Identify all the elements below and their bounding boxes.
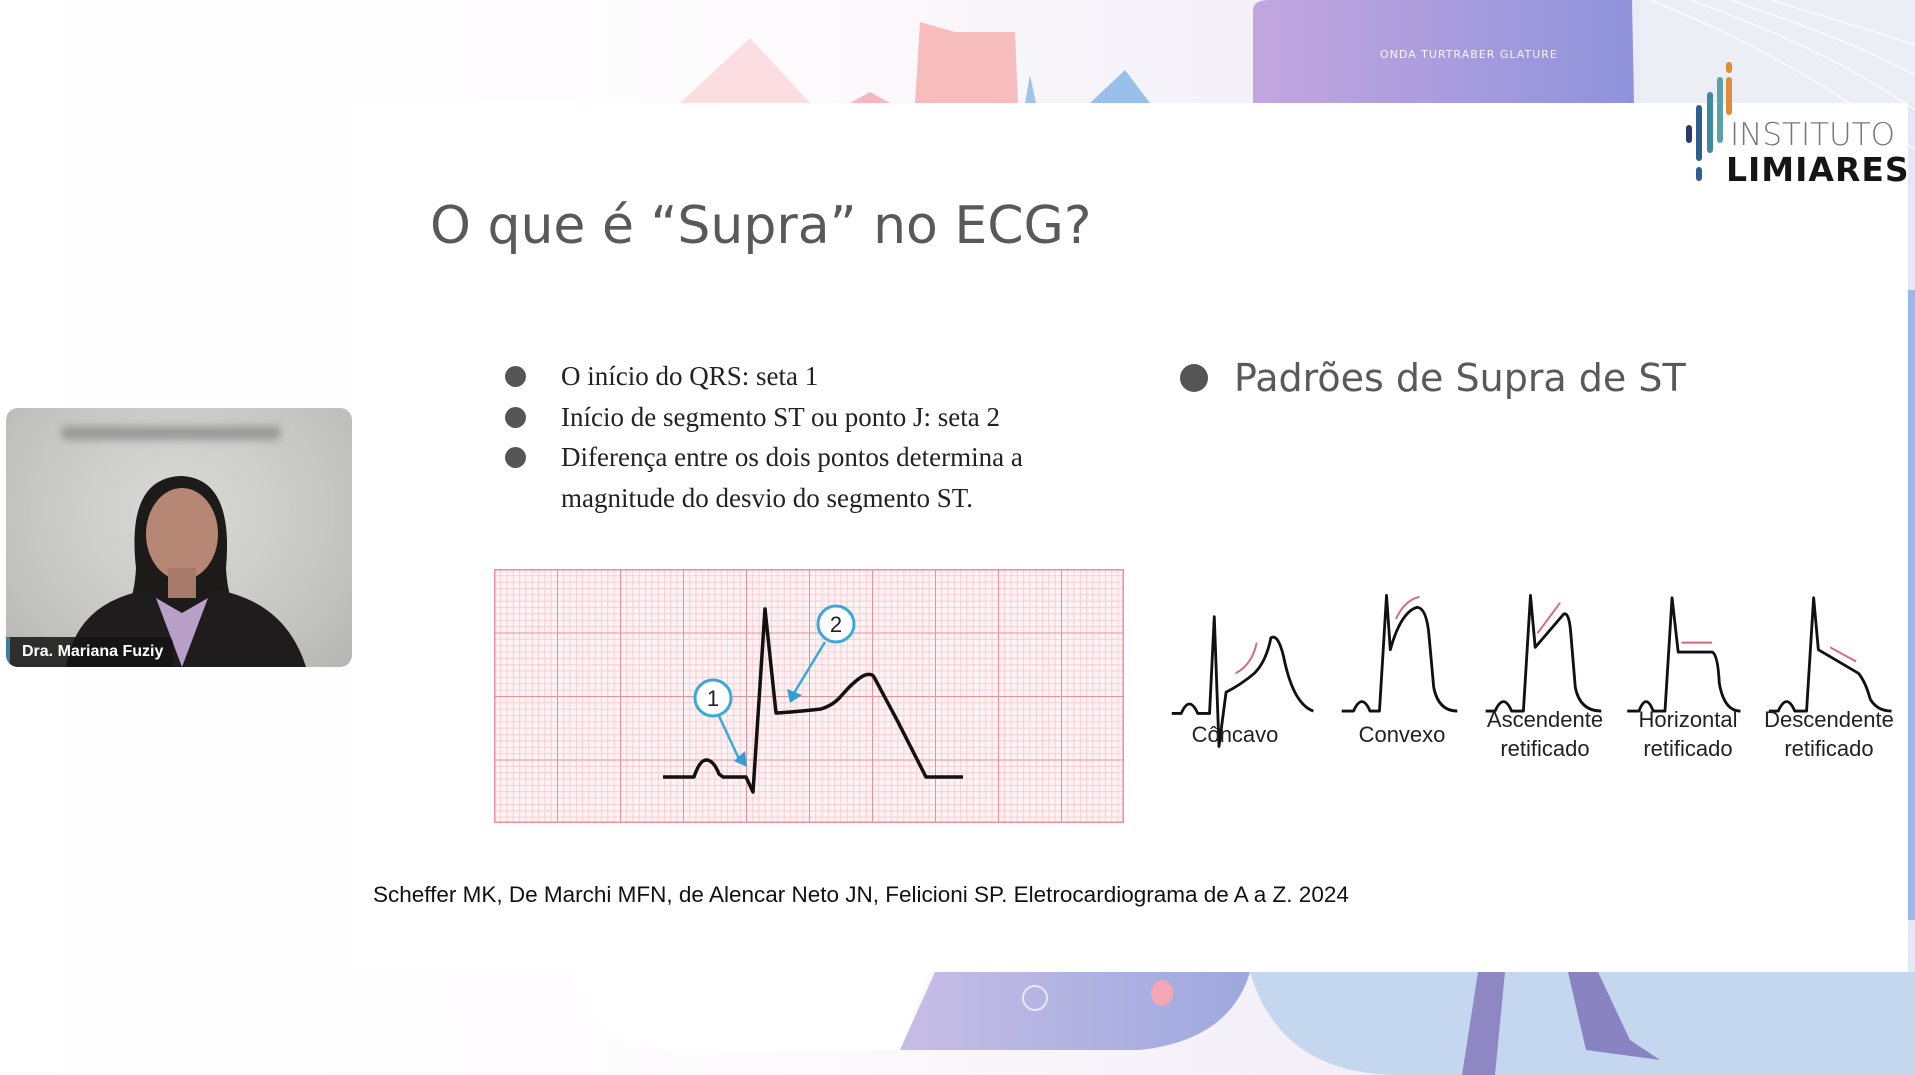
presentation-slide — [360, 103, 1908, 972]
logo-bars-icon — [1686, 62, 1732, 181]
pattern-convexo-highlight — [1395, 595, 1420, 620]
pattern-horizontal-waveform — [1627, 596, 1741, 713]
citation: Scheffer MK, De Marchi MFN, de Alencar N… — [373, 882, 1349, 907]
pattern-label-horizontal: Horizontal retificado — [1638, 707, 1738, 761]
ecg-waveform — [663, 607, 963, 794]
marker-1-circle — [693, 678, 733, 718]
slide-title: O que é “Supra” no ECG? — [430, 196, 1092, 256]
banner-text: ONDA TURTRABER GLATURE — [1380, 48, 1558, 61]
marker-1-label: 1 — [707, 686, 719, 711]
participant-video — [66, 476, 306, 667]
bullet-text: O início do QRS: seta 1 — [561, 361, 819, 391]
arrow-1-head-icon — [734, 751, 747, 767]
pattern-descendente-waveform — [1768, 596, 1892, 713]
pattern-label-convexo: Convexo — [1358, 722, 1446, 747]
logo-text-limiares: LIMIARES — [1726, 150, 1910, 189]
bullet-dot-icon — [505, 447, 526, 468]
ceiling-light — [61, 426, 281, 440]
arrow-1 — [717, 715, 741, 760]
webcam-video-tile[interactable]: Dra. Mariana Fuziy — [6, 408, 352, 667]
pattern-concavo-highlight — [1235, 642, 1258, 675]
arrow-2-head-icon — [787, 689, 802, 703]
pattern-label-concavo: Côncavo — [1191, 722, 1279, 747]
bullet-item: Início de segmento ST ou ponto J: seta 2 — [505, 397, 1105, 438]
bullet-dot-icon — [505, 406, 526, 428]
patterns-heading-text: Padrões de Supra de ST — [1234, 356, 1686, 400]
patterns-heading: Padrões de Supra de ST — [1180, 356, 1686, 400]
arrow-2 — [792, 641, 827, 694]
marker-2-label: 2 — [830, 612, 842, 637]
bullet-dot-icon — [505, 366, 526, 387]
marker-2-circle — [816, 604, 856, 644]
bullet-list: O início do QRS: seta 1 Início de segmen… — [505, 356, 1105, 518]
pattern-label-descendente: Descendente retificado — [1764, 707, 1894, 761]
bullet-text: Diferença entre os dois pontos determina… — [561, 442, 1023, 513]
bullet-text: Início de segmento ST ou ponto J: seta 2 — [561, 401, 1000, 432]
st-patterns-figure — [1171, 594, 1892, 748]
pattern-label-ascendente: Ascendente retificado — [1486, 707, 1604, 761]
ecg-grid — [494, 569, 1124, 823]
pattern-ascendente-highlight — [1536, 601, 1561, 634]
bullet-item: Diferença entre os dois pontos determina… — [505, 437, 1105, 518]
bullet-item: O início do QRS: seta 1 — [505, 356, 1105, 397]
ecg-figure: 1 2 — [494, 569, 1124, 823]
pattern-concavo-waveform — [1171, 615, 1314, 748]
logo-text-instituto: INSTITUTO — [1730, 117, 1896, 153]
pattern-ascendente-waveform — [1485, 594, 1602, 713]
pattern-descendente-highlight — [1829, 646, 1857, 663]
participant-name-label: Dra. Mariana Fuziy — [6, 637, 174, 667]
bullet-dot-icon — [1180, 363, 1208, 392]
pattern-convexo-waveform — [1341, 594, 1458, 713]
